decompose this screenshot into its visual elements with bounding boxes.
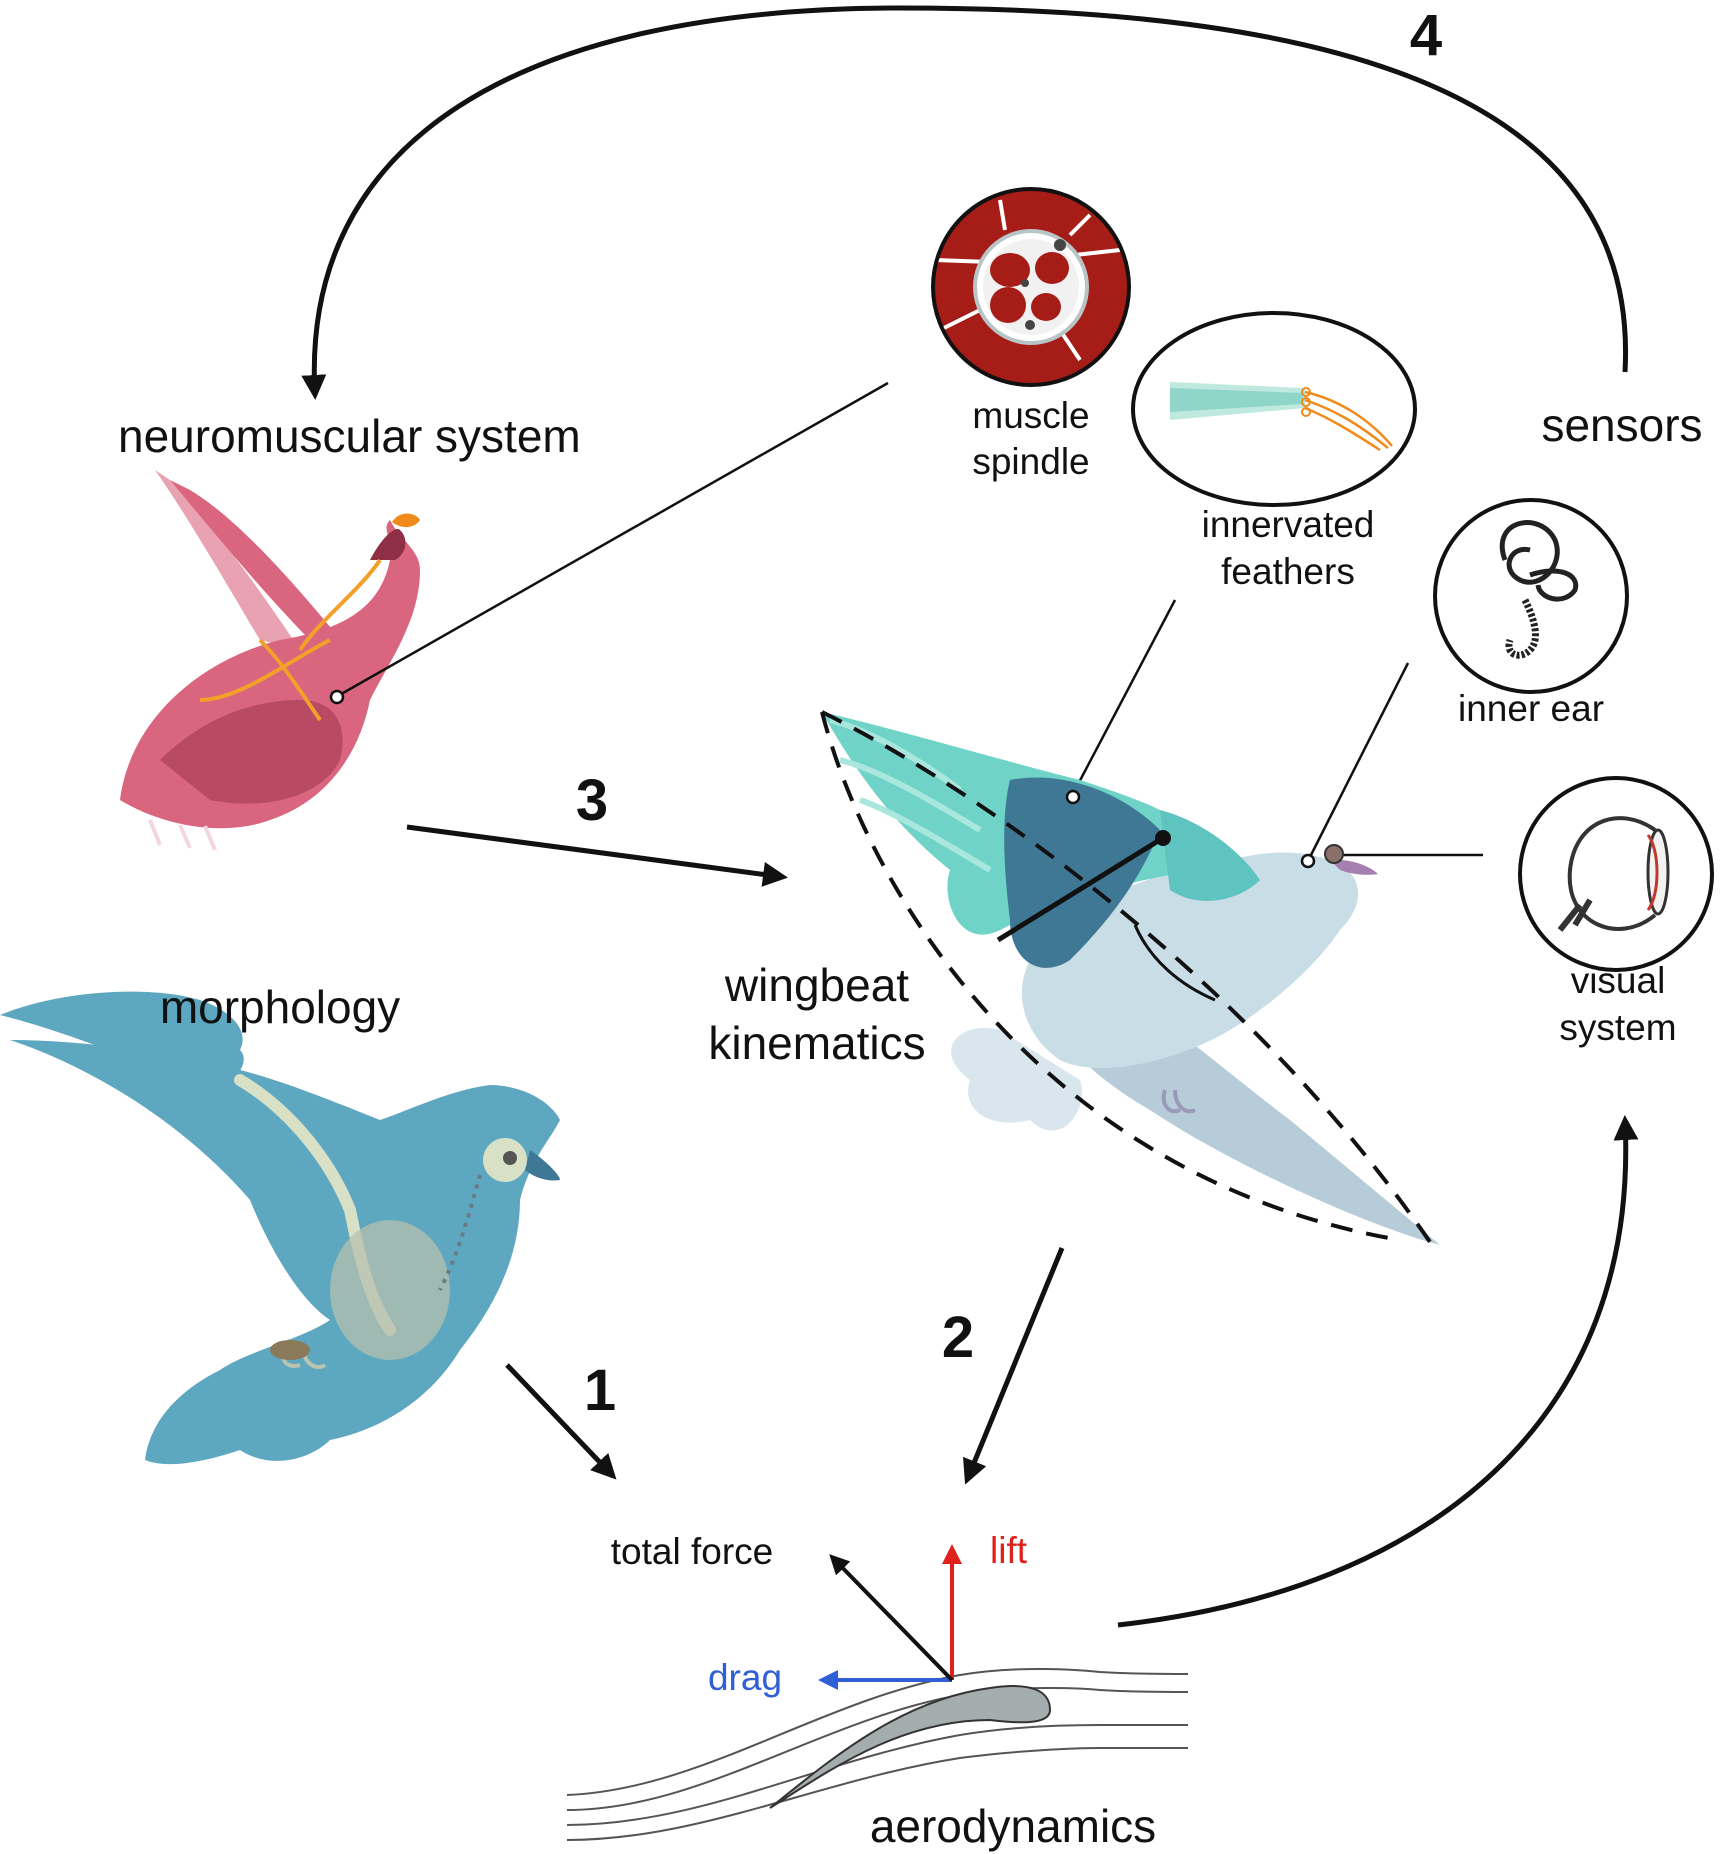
label-muscle-spindle-line1: muscle [972, 395, 1089, 436]
arrow-2 [963, 1247, 1065, 1485]
inner-ear-connector-line [1309, 662, 1410, 856]
label-sensors: sensors [1541, 399, 1702, 451]
label-drag: drag [708, 1657, 782, 1698]
innervated-feathers-illustration [1131, 311, 1417, 507]
label-innervated-feathers-line2: feathers [1221, 551, 1355, 592]
label-neuromuscular-system: neuromuscular system [118, 410, 581, 462]
muscle-spindle-illustration [931, 187, 1131, 387]
visual-system-illustration [1518, 776, 1714, 972]
morphology-bird-illustration [0, 991, 560, 1465]
kinematics-bird-illustration [820, 710, 1440, 1245]
neuromuscular-bird-marker [329, 689, 345, 705]
label-muscle-spindle-line2: spindle [972, 441, 1089, 482]
feathers-connector-line [1073, 599, 1177, 791]
step-number-2: 2 [942, 1305, 974, 1370]
label-visual-system-line2: system [1559, 1007, 1676, 1048]
label-lift: lift [990, 1530, 1028, 1571]
neuromuscular-bird-illustration [120, 470, 420, 851]
step-number-4: 4 [1410, 3, 1442, 68]
airfoil-illustration [566, 1668, 1189, 1841]
label-wingbeat-kinematics-line1: wingbeat [724, 959, 909, 1011]
total-force-vector [829, 1554, 954, 1682]
arrow-3 [406, 824, 788, 887]
label-total-force: total force [611, 1531, 773, 1572]
aero-to-sensors-arrow [1117, 1115, 1639, 1628]
label-visual-system-line1: visual [1571, 960, 1666, 1001]
arrow-1 [505, 1363, 617, 1480]
label-innervated-feathers-line1: innervated [1202, 504, 1375, 545]
inner-ear-illustration [1433, 498, 1629, 694]
kinematics-feather-marker [1065, 789, 1081, 805]
step-number-1: 1 [584, 1358, 616, 1423]
kinematics-ear-marker [1300, 853, 1316, 869]
label-inner-ear: inner ear [1458, 688, 1604, 729]
label-aerodynamics: aerodynamics [870, 1800, 1156, 1852]
label-morphology: morphology [160, 981, 400, 1033]
feedback-arrow-4 [301, 5, 1629, 400]
spindle-connector-line [342, 381, 889, 695]
label-wingbeat-kinematics-line2: kinematics [708, 1017, 925, 1069]
step-number-3: 3 [576, 768, 608, 833]
